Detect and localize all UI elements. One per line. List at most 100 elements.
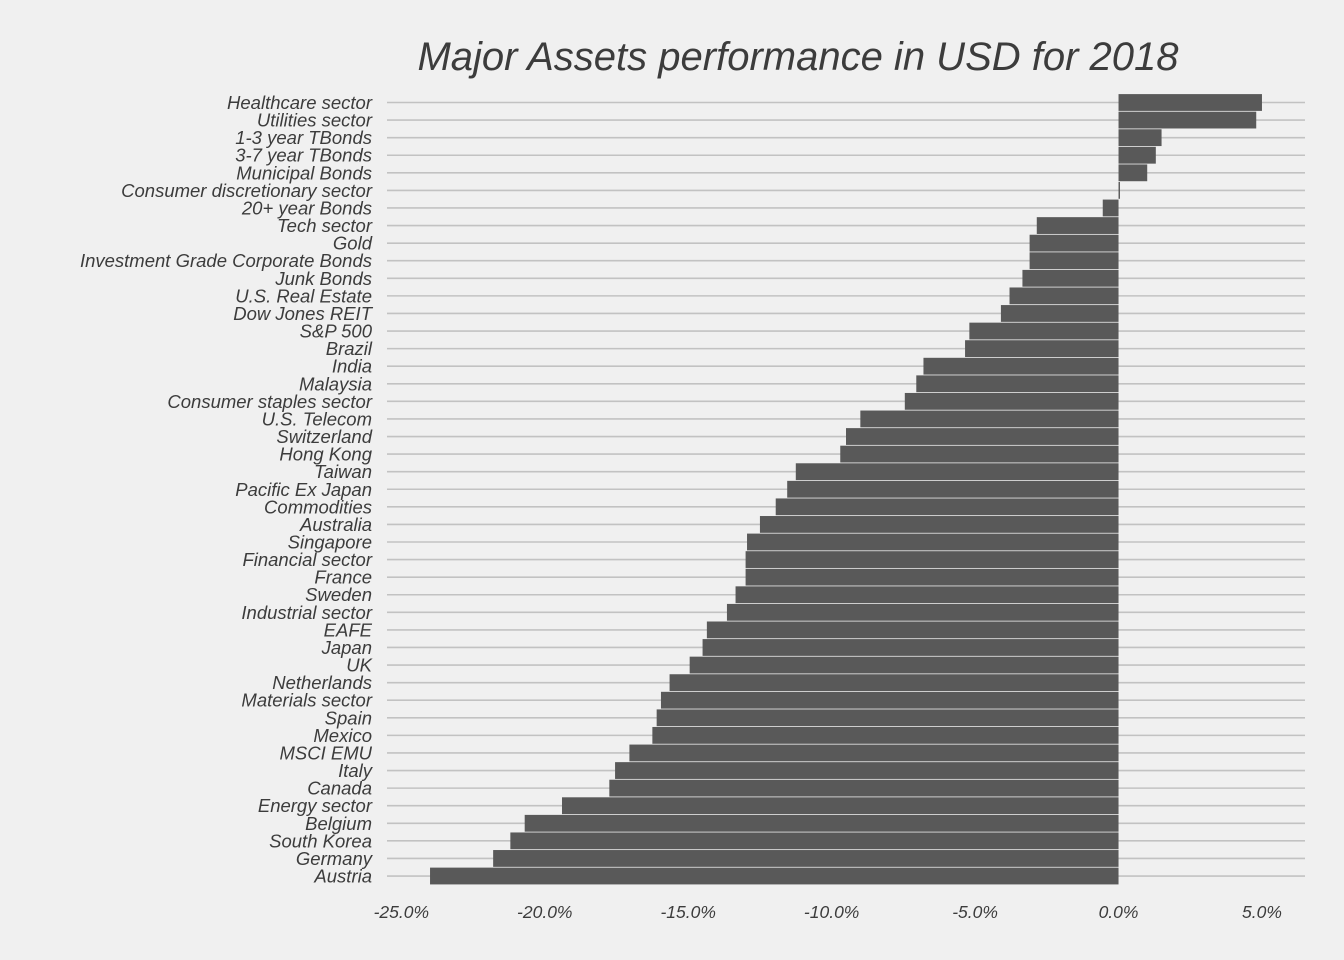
- category-label-gold: Gold: [333, 233, 373, 254]
- bar-taiwan: [795, 463, 1119, 481]
- category-label-italy: Italy: [338, 760, 374, 781]
- category-label-switzerland: Switzerland: [276, 426, 372, 447]
- bar-switzerland: [846, 428, 1119, 445]
- bar-dow-jones-reit: [1000, 305, 1119, 322]
- bar-austria: [430, 867, 1119, 885]
- category-label-singapore: Singapore: [288, 532, 372, 553]
- x-tick-label: 0.0%: [1099, 902, 1139, 922]
- category-label-utilities-sector: Utilities sector: [257, 110, 373, 131]
- category-label-pacific-ex-japan: Pacific Ex Japan: [235, 479, 372, 500]
- category-label-eafe: EAFE: [324, 619, 373, 640]
- x-tick-label: -25.0%: [374, 902, 429, 922]
- category-label-msci-emu: MSCI EMU: [280, 742, 373, 763]
- bar-consumer-staples-sector: [904, 392, 1119, 410]
- bar-mexico: [652, 726, 1119, 744]
- category-label-japan: Japan: [321, 637, 372, 658]
- category-label-consumer-staples-sector: Consumer staples sector: [167, 391, 372, 412]
- category-label-india: India: [332, 356, 372, 377]
- category-label-netherlands: Netherlands: [272, 672, 372, 693]
- category-label-malaysia: Malaysia: [299, 373, 372, 394]
- category-label-healthcare-sector: Healthcare sector: [227, 92, 373, 113]
- category-label-u-s-real-estate: U.S. Real Estate: [235, 285, 372, 306]
- category-label-financial-sector: Financial sector: [242, 549, 372, 570]
- bar-msci-emu: [629, 744, 1119, 762]
- bar-1-3-year-tbonds: [1118, 129, 1162, 147]
- bar-south-korea: [510, 832, 1119, 850]
- x-tick-label: 5.0%: [1242, 902, 1282, 922]
- bar-financial-sector: [745, 551, 1119, 568]
- bar-junk-bonds: [1022, 269, 1119, 287]
- bar-brazil: [965, 340, 1119, 358]
- x-tick-label: -5.0%: [952, 902, 998, 922]
- bar-malaysia: [916, 375, 1119, 393]
- bar-industrial-sector: [726, 603, 1119, 621]
- category-label-consumer-discretionary-sector: Consumer discretionary sector: [121, 180, 373, 201]
- category-label-belgium: Belgium: [305, 813, 372, 834]
- bar-sweden: [735, 586, 1119, 604]
- category-label-dow-jones-reit: Dow Jones REIT: [233, 303, 373, 324]
- category-label-france: France: [314, 567, 372, 588]
- bar-spain: [656, 709, 1119, 727]
- category-label-austria: Austria: [313, 866, 372, 887]
- category-label-1-3-year-tbonds: 1-3 year TBonds: [235, 127, 372, 148]
- category-label-investment-grade-corporate-bonds: Investment Grade Corporate Bonds: [80, 250, 372, 271]
- category-label-energy-sector: Energy sector: [258, 795, 373, 816]
- category-label-hong-kong: Hong Kong: [279, 444, 372, 465]
- bar-japan: [702, 639, 1119, 656]
- bar-materials-sector: [660, 691, 1119, 709]
- bar-u-s-telecom: [860, 410, 1119, 428]
- bar-italy: [615, 762, 1119, 779]
- bar-australia: [759, 516, 1119, 533]
- bar-energy-sector: [561, 797, 1119, 815]
- bar-uk: [689, 656, 1119, 674]
- category-label-tech-sector: Tech sector: [277, 215, 373, 236]
- bar-sandp-500: [969, 322, 1119, 340]
- bar-belgium: [524, 814, 1119, 832]
- bar-hong-kong: [840, 445, 1119, 463]
- category-label-sweden: Sweden: [305, 584, 372, 605]
- x-tick-label: -10.0%: [804, 902, 859, 922]
- category-label-south-korea: South Korea: [269, 830, 372, 851]
- category-label-mexico: Mexico: [313, 725, 372, 746]
- bar-20-year-bonds: [1102, 199, 1119, 217]
- x-axis-tick-labels: -25.0% -20.0% -15.0% -10.0% -5.0% 0.0% 5.0%: [374, 902, 1282, 922]
- bar-consumer-discretionary-sector: [1118, 182, 1120, 199]
- bar-india: [923, 357, 1119, 375]
- bar-canada: [609, 779, 1119, 797]
- bar-tech-sector: [1036, 217, 1119, 234]
- category-label-germany: Germany: [296, 848, 374, 869]
- category-label-spain: Spain: [325, 707, 372, 728]
- bar-france: [745, 568, 1119, 586]
- category-label-uk: UK: [346, 655, 373, 676]
- bar-gold: [1029, 234, 1119, 252]
- bar-netherlands: [669, 674, 1119, 692]
- bar-pacific-ex-japan: [787, 480, 1119, 498]
- category-label-sandp-500: S&P 500: [300, 321, 373, 342]
- bar-singapore: [747, 533, 1119, 551]
- bar-investment-grade-corporate-bonds: [1029, 252, 1119, 270]
- bar-germany: [493, 850, 1119, 867]
- bar-u-s-real-estate: [1009, 287, 1119, 305]
- category-label-materials-sector: Materials sector: [241, 690, 372, 711]
- category-label-municipal-bonds: Municipal Bonds: [236, 162, 372, 183]
- category-label-australia: Australia: [299, 514, 372, 535]
- category-label-brazil: Brazil: [326, 338, 373, 359]
- category-label-3-7-year-tbonds: 3-7 year TBonds: [235, 145, 372, 166]
- category-label-commodities: Commodities: [264, 496, 372, 517]
- category-label-industrial-sector: Industrial sector: [241, 602, 372, 623]
- category-label-canada: Canada: [307, 778, 372, 799]
- bar-commodities: [775, 498, 1119, 516]
- x-tick-label: -20.0%: [517, 902, 572, 922]
- bar-eafe: [706, 621, 1119, 639]
- bar-utilities-sector: [1118, 111, 1257, 129]
- chart-title: Major Assets performance in USD for 2018: [417, 35, 1179, 79]
- x-tick-label: -15.0%: [660, 902, 715, 922]
- bar-3-7-year-tbonds: [1118, 146, 1156, 164]
- bar-municipal-bonds: [1118, 164, 1148, 182]
- category-label-junk-bonds: Junk Bonds: [274, 268, 372, 289]
- category-label-u-s-telecom: U.S. Telecom: [262, 408, 372, 429]
- bar-healthcare-sector: [1118, 94, 1262, 111]
